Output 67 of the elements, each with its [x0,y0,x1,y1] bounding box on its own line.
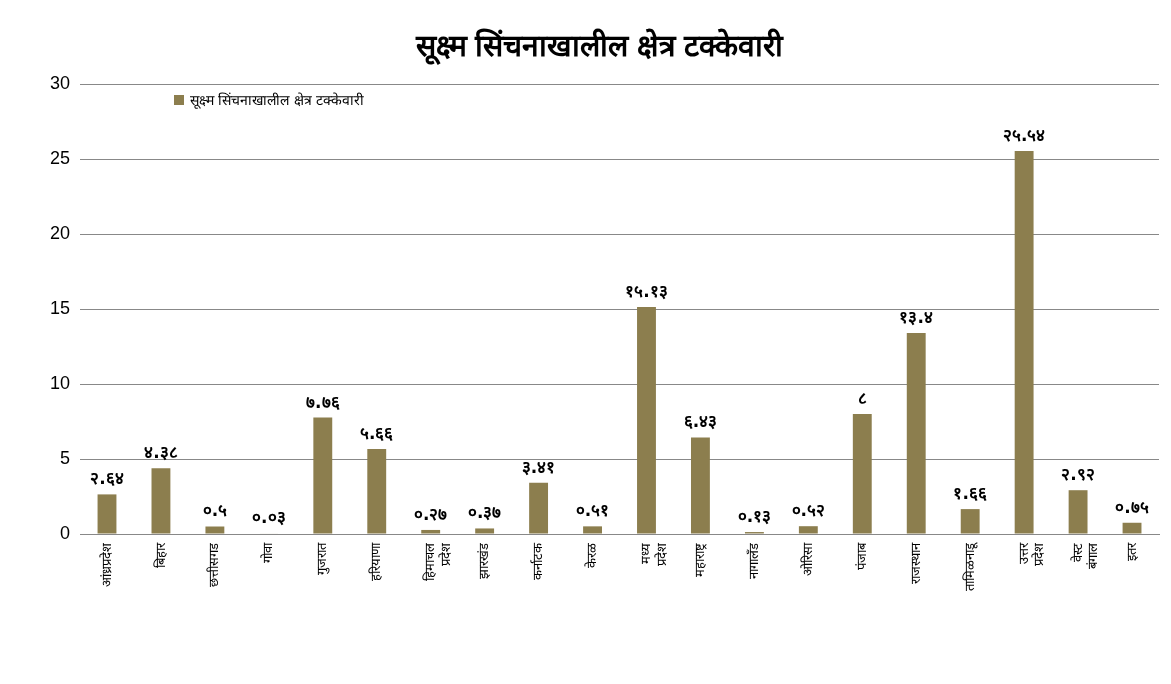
x-tick-label: नागालँड [745,542,761,579]
data-label: ०.५१ [575,500,610,521]
data-label: ३.४१ [521,456,556,477]
data-label: ६.४३ [683,411,718,432]
data-label: ०.१३ [737,505,772,526]
data-label: ४.३८ [144,442,178,463]
data-label: २.६४ [90,468,124,489]
data-label: २५.५४ [1002,124,1046,145]
data-label: ०.५२ [791,500,826,521]
data-label: ०.५ [202,500,228,521]
bar [151,468,171,534]
x-tick-label: पंजाब [853,542,869,570]
bar [798,526,818,534]
bar [1068,490,1088,534]
y-tick-label: 0 [60,522,71,543]
y-tick-label: 15 [49,297,71,318]
bar [690,437,710,534]
bar [529,482,549,534]
bar [421,529,441,534]
data-label: ०.७५ [1115,496,1149,517]
x-tick-label: वेस्ट बंगाल [1069,543,1101,569]
x-tick-label: केरळ [584,542,600,568]
legend-label: सूक्ष्म सिंचनाखालील क्षेत्र टक्केवारी [190,91,365,109]
y-tick-label: 10 [49,372,71,393]
bar [1122,522,1142,534]
data-label: ०.०३ [252,507,286,528]
x-tick-label: छत्तीसगड [206,542,222,587]
data-label: ५.६६ [360,423,394,444]
y-tick-label: 30 [49,72,71,93]
bar [367,449,387,534]
x-tick-label: तामिळनाडू [961,542,978,591]
y-tick-label: 5 [60,447,71,468]
bar [583,526,602,534]
data-label: ७.७६ [306,391,340,412]
bar [906,333,926,534]
data-label: ८ [857,387,867,408]
bar [960,509,980,534]
x-tick-label: गोवा [260,542,276,563]
bar [852,414,872,534]
x-tick-label: बिहार [152,542,168,568]
chart-title: सूक्ष्म सिंचनाखालील क्षेत्र टक्केवारी [414,28,784,66]
x-tick-label: कर्नाटक [530,542,546,580]
x-tick-label: हरियाणा [368,542,384,581]
x-tick-label: आंध्रप्रदेश [98,542,114,587]
x-tick-label: हिमाचल प्रदेश [422,542,453,581]
bar [313,417,333,534]
data-label: २.९२ [1061,464,1095,485]
data-label: १.६६ [953,483,987,504]
x-tick-label: महाराष्ट्र [692,543,708,577]
y-tick-label: 20 [49,222,71,243]
x-tick-label: राजस्थान [907,542,923,584]
data-label: ०.२७ [413,503,448,524]
x-tick-label: गुजरात [314,542,331,575]
bar [475,528,495,534]
bar [637,307,656,534]
data-label: १५.१३ [625,280,668,301]
bar [97,494,117,534]
data-label: ०.३७ [467,502,502,523]
x-tick-label: मध्य प्रदेश [638,542,669,566]
bar [205,526,225,534]
data-label: १३.४ [899,306,933,327]
x-tick-label: झारखंड [476,542,492,579]
x-tick-label: उत्तर प्रदेश [1015,542,1047,566]
x-tick-label: ओरिसा [799,542,815,576]
bar [1014,150,1034,534]
y-tick-label: 25 [49,147,71,168]
x-tick-label: इतर [1123,542,1139,561]
